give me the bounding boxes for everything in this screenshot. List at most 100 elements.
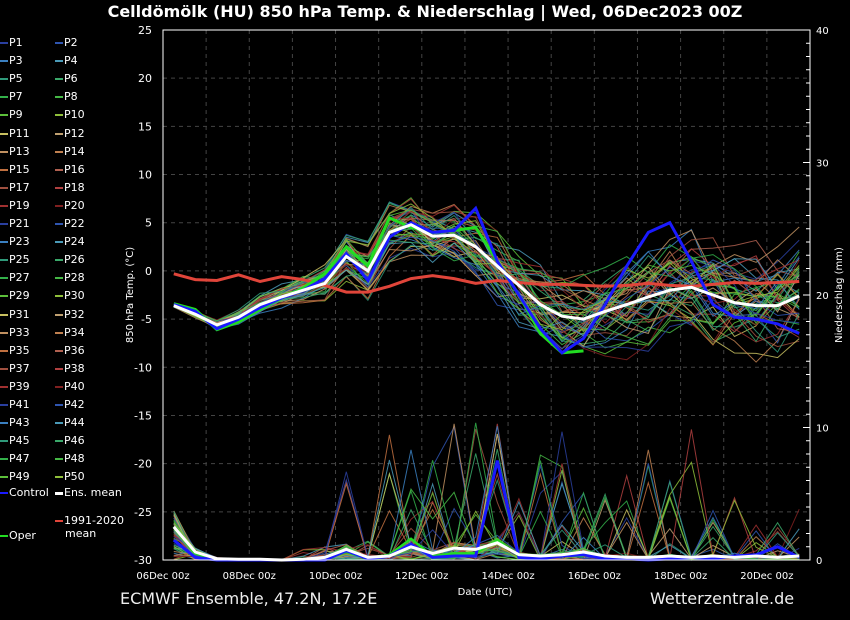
- legend-swatch: [55, 42, 63, 44]
- legend-swatch: [0, 295, 8, 298]
- legend-label: P20: [64, 198, 85, 212]
- legend-swatch: [55, 385, 63, 388]
- legend-member-P21: P21: [0, 217, 30, 230]
- legend-swatch: [55, 277, 63, 280]
- footer-source: Wetterzentrale.de: [650, 589, 795, 608]
- y-tick-label-left: 25: [138, 24, 152, 37]
- legend-swatch: [0, 223, 8, 225]
- legend-swatch: [0, 114, 8, 117]
- legend-member-P16: P16: [55, 163, 85, 176]
- legend-swatch: [55, 422, 63, 425]
- legend-member-P31: P31: [0, 308, 30, 321]
- legend-member-P42: P42: [55, 398, 85, 411]
- legend-member-P36: P36: [55, 344, 85, 357]
- legend-swatch: [0, 60, 8, 63]
- legend-swatch: [0, 132, 8, 135]
- legend-member-P13: P13: [0, 145, 30, 158]
- legend-climate-mean: 1991-2020 mean: [55, 514, 124, 540]
- legend-label: P9: [9, 108, 23, 122]
- member-temp-line-P50: [173, 203, 800, 331]
- legend-member-P4: P4: [55, 54, 78, 67]
- legend-member-P44: P44: [55, 416, 85, 429]
- legend-label: P19: [9, 198, 30, 212]
- legend-label: P36: [64, 343, 85, 357]
- legend-label: P5: [9, 72, 23, 86]
- legend-member-P48: P48: [55, 452, 85, 465]
- legend-label: P28: [64, 271, 85, 285]
- legend-swatch: [0, 241, 8, 244]
- legend-swatch: [0, 331, 8, 334]
- legend-label: P21: [9, 217, 30, 230]
- y-tick-label-left: 15: [138, 120, 152, 133]
- legend-swatch: [0, 168, 8, 171]
- legend-swatch: [55, 114, 63, 117]
- y-tick-label-left: 20: [138, 72, 152, 85]
- legend-swatch: [0, 313, 8, 316]
- legend-label: Control: [9, 486, 49, 499]
- legend-member-P14: P14: [55, 145, 85, 158]
- legend-label: P6: [64, 72, 78, 86]
- x-tick-label: 08Dec 00z: [223, 571, 276, 582]
- legend-swatch: [55, 520, 63, 522]
- ens-mean-temp-line: [173, 223, 800, 327]
- legend-member-P23: P23: [0, 235, 30, 248]
- legend-label: P11: [9, 126, 30, 140]
- legend-swatch: [0, 535, 8, 537]
- legend-label: P13: [9, 144, 30, 158]
- y-axis-right-label: Niederschlag (mm): [834, 247, 845, 343]
- legend-swatch: [55, 132, 63, 135]
- x-tick-label: 18Dec 00z: [654, 571, 707, 582]
- legend-swatch: [0, 277, 8, 280]
- legend-swatch: [0, 259, 8, 262]
- x-tick-label: 10Dec 00z: [309, 571, 362, 582]
- y-tick-label-left: -20: [134, 458, 152, 471]
- legend-swatch: [55, 60, 63, 63]
- y-tick-label-right: 30: [816, 159, 829, 170]
- legend-label: P38: [64, 361, 85, 375]
- legend-swatch: [0, 422, 8, 425]
- legend-label: P2: [64, 36, 78, 49]
- legend-member-P27: P27: [0, 271, 30, 284]
- legend-member-P26: P26: [55, 253, 85, 266]
- legend-swatch: [0, 476, 8, 479]
- legend-member-P8: P8: [55, 90, 78, 103]
- legend-swatch: [0, 42, 8, 44]
- legend-swatch: [0, 440, 8, 443]
- x-tick-label: 20Dec 00z: [740, 571, 793, 582]
- y-tick-label-left: -25: [134, 506, 152, 519]
- legend-label: P35: [9, 343, 30, 357]
- legend-label: P45: [9, 434, 30, 448]
- legend-label: P48: [64, 452, 85, 466]
- legend-member-P5: P5: [0, 72, 23, 85]
- legend-label: 1991-2020: [64, 514, 124, 527]
- legend-swatch: [0, 150, 8, 153]
- legend-member-P46: P46: [55, 434, 85, 447]
- x-axis-label: Date (UTC): [457, 587, 513, 598]
- legend-label: P1: [9, 36, 23, 49]
- legend-label: P18: [64, 180, 85, 194]
- legend-member-P35: P35: [0, 344, 30, 357]
- y-tick-label-left: -5: [141, 313, 152, 326]
- legend-label: P32: [64, 307, 85, 321]
- legend-label: P17: [9, 180, 30, 194]
- legend-member-P37: P37: [0, 362, 30, 375]
- y-tick-label-left: 0: [145, 265, 152, 278]
- legend-label: P8: [64, 90, 78, 104]
- legend-member-P19: P19: [0, 199, 30, 212]
- legend-label: P50: [64, 470, 85, 484]
- legend-member-P15: P15: [0, 163, 30, 176]
- climate-mean-line: [173, 272, 800, 294]
- legend-member-P39: P39: [0, 380, 30, 393]
- legend-swatch: [0, 96, 8, 99]
- legend-member-P40: P40: [55, 380, 85, 393]
- legend-member-P6: P6: [55, 72, 78, 85]
- legend-ens-mean: Ens. mean: [55, 486, 122, 499]
- legend-swatch: [0, 349, 8, 352]
- x-tick-label: 12Dec 00z: [395, 571, 448, 582]
- legend-swatch: [55, 404, 63, 406]
- legend-control: Control: [0, 486, 49, 499]
- legend-member-P3: P3: [0, 54, 23, 67]
- legend-label: P42: [64, 398, 85, 411]
- y-tick-label-right: 0: [816, 556, 822, 567]
